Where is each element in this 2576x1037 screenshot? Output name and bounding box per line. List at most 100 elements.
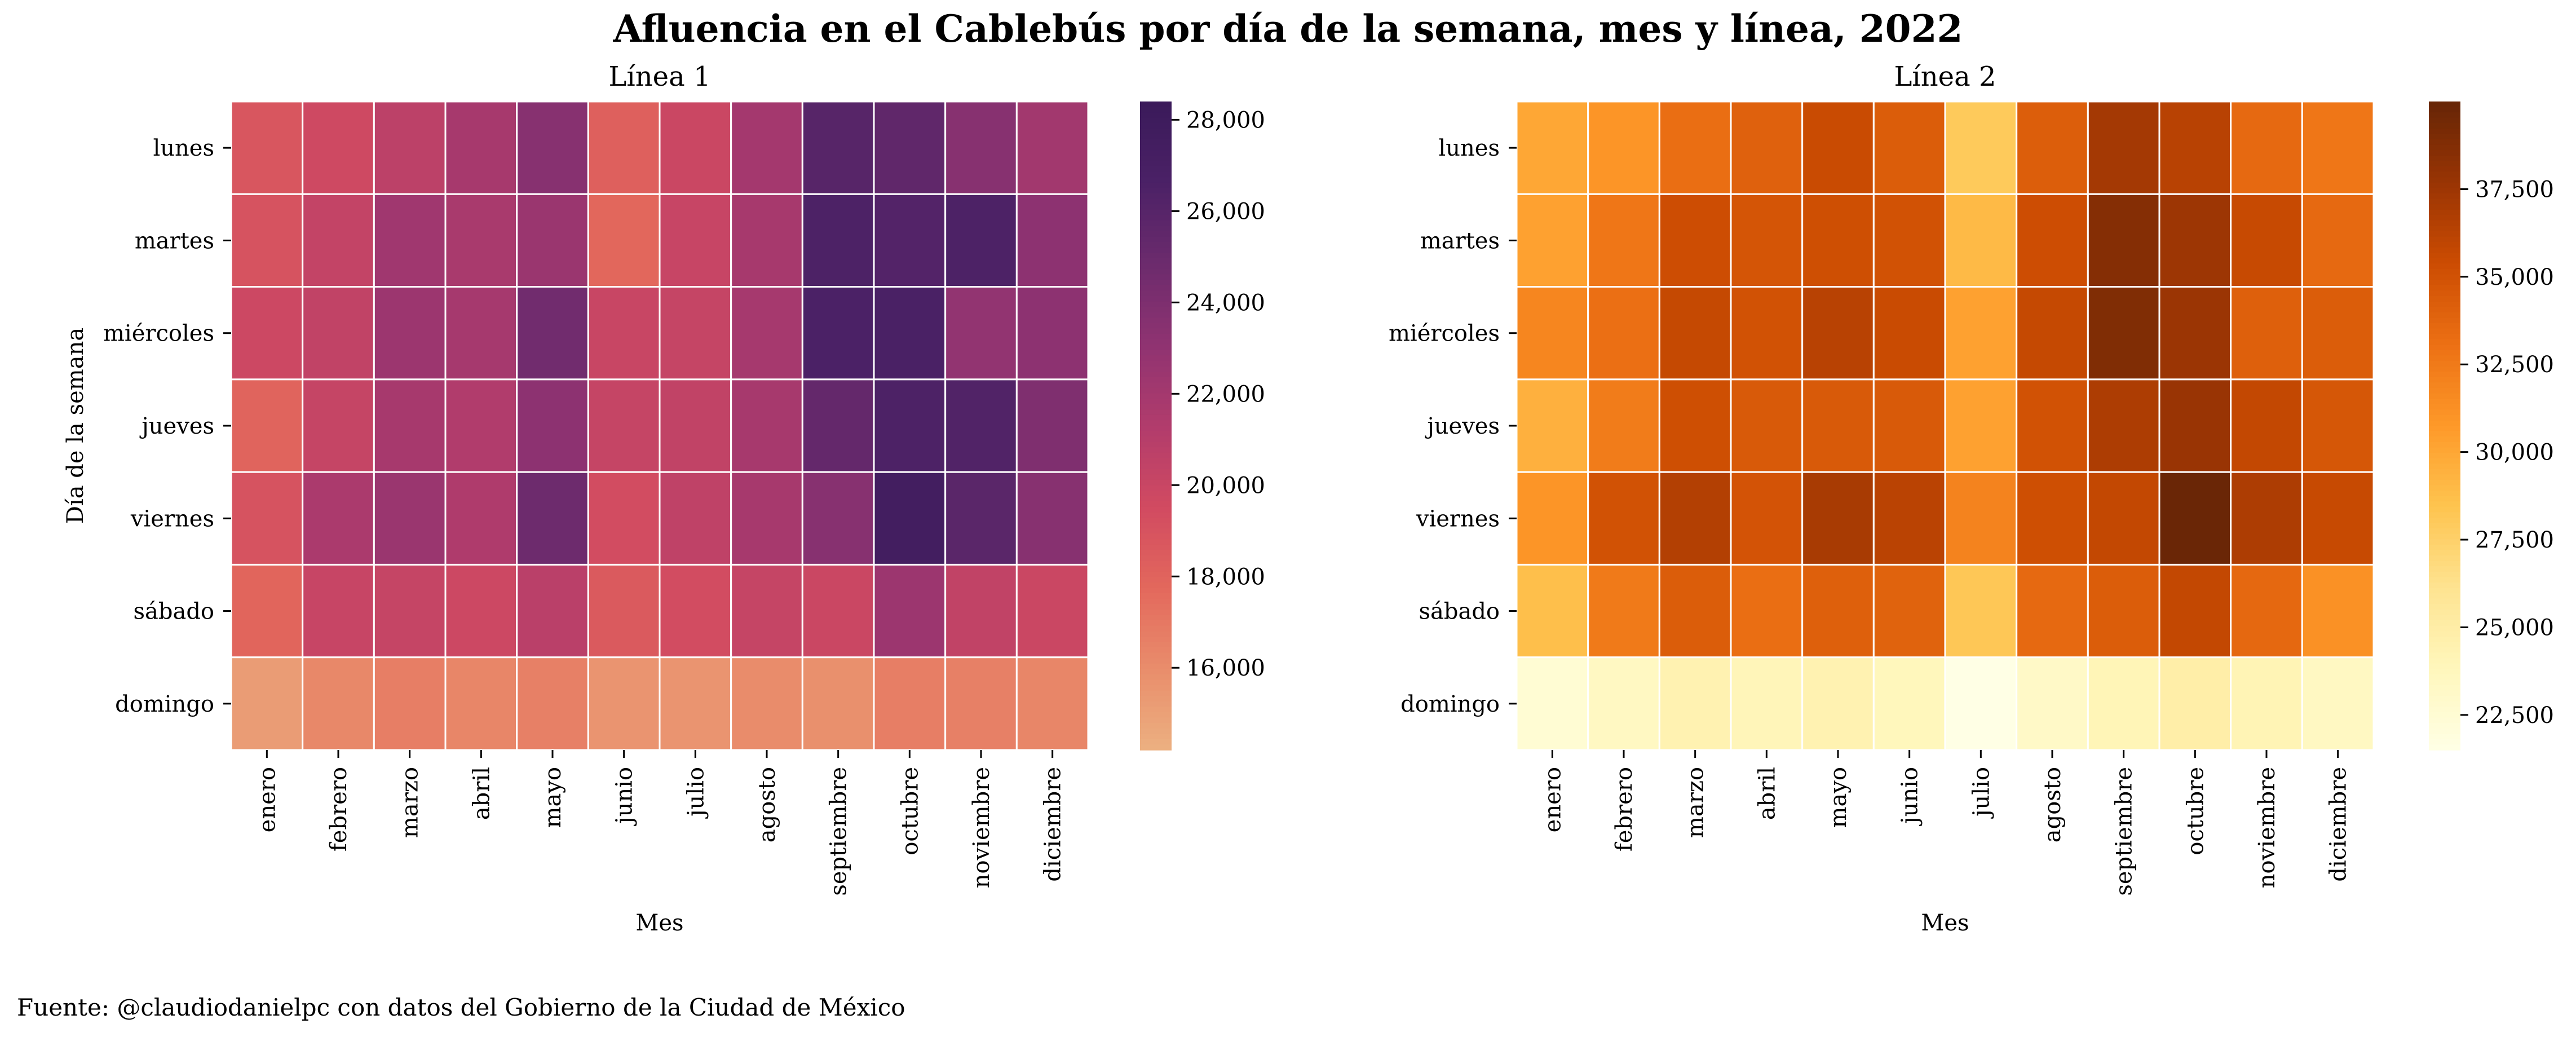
- linea1-cell-miércoles-agosto: [730, 286, 803, 381]
- linea1-colorbar-segment: [1140, 155, 1172, 162]
- linea1-cell-miércoles-noviembre: [944, 286, 1018, 381]
- linea1-cell-sábado-junio: [587, 563, 661, 659]
- linea1-colorbar-segment: [1140, 161, 1172, 167]
- linea1-cell-miércoles-abril: [444, 286, 518, 381]
- linea2-ytick-label-lunes: lunes: [1438, 135, 1500, 161]
- linea2-cell-domingo-mayo: [1801, 656, 1875, 751]
- linea1-cell-sábado-mayo: [516, 563, 589, 659]
- linea2-ytick-label-miércoles: miércoles: [1389, 321, 1500, 347]
- linea2-cell-sábado-abril: [1730, 563, 1804, 659]
- linea1-colorbar-segment: [1140, 642, 1172, 648]
- linea1-colorbar-tick-label: 18,000: [1186, 564, 1265, 590]
- linea1-colorbar-segment: [1140, 307, 1172, 313]
- linea1-cell-viernes-diciembre: [1015, 471, 1089, 566]
- linea1-colorbar-segment: [1140, 285, 1172, 292]
- linea1-colorbar-segment: [1140, 280, 1172, 286]
- linea2-cell-viernes-mayo: [1801, 471, 1875, 566]
- linea1-colorbar-segment: [1140, 652, 1172, 659]
- linea2-colorbar-segment: [2429, 734, 2460, 740]
- linea2-colorbar-segment: [2429, 350, 2460, 356]
- linea2-colorbar-segment: [2429, 609, 2460, 616]
- linea1-cell-domingo-marzo: [373, 656, 447, 751]
- linea1-colorbar-segment: [1140, 177, 1172, 183]
- linea1-cell-domingo-noviembre: [944, 656, 1018, 751]
- linea2-xtick-label-septiembre: septiembre: [2111, 767, 2137, 896]
- linea1-cell-lunes-septiembre: [801, 100, 875, 195]
- linea1-cell-sábado-septiembre: [801, 563, 875, 659]
- chart-main-title: Afluencia en el Cablebús por día de la s…: [613, 7, 1963, 51]
- linea2-cell-martes-agosto: [2016, 193, 2089, 288]
- linea2-colorbar-segment: [2429, 296, 2460, 302]
- linea1-colorbar-segment: [1140, 339, 1172, 346]
- linea2-colorbar-segment: [2429, 642, 2460, 648]
- linea1-colorbar-segment: [1140, 404, 1172, 411]
- linea2-ytick-label-viernes: viernes: [1416, 506, 1500, 532]
- linea2-cell-sábado-octubre: [2158, 563, 2232, 659]
- linea2-cell-domingo-febrero: [1587, 656, 1660, 751]
- linea2-ytick-label-domingo: domingo: [1400, 691, 1500, 717]
- linea1-colorbar-segment: [1140, 609, 1172, 616]
- linea1-colorbar-segment: [1140, 345, 1172, 351]
- linea1-cell-jueves-diciembre: [1015, 378, 1089, 473]
- linea1-colorbar-segment: [1140, 696, 1172, 702]
- linea2-cell-martes-junio: [1872, 193, 1946, 288]
- linea1-cell-jueves-mayo: [516, 378, 589, 473]
- linea1-cell-lunes-agosto: [730, 100, 803, 195]
- linea1-colorbar-segment: [1140, 350, 1172, 356]
- linea2-cell-sábado-agosto: [2016, 563, 2089, 659]
- linea2-xtick-label-agosto: agosto: [2040, 767, 2066, 842]
- linea2-cell-jueves-febrero: [1587, 378, 1660, 473]
- linea1-colorbar-segment: [1140, 734, 1172, 740]
- linea2-cell-lunes-abril: [1730, 100, 1804, 195]
- linea2-colorbar-segment: [2429, 744, 2460, 751]
- linea1-cell-sábado-julio: [659, 563, 732, 659]
- linea2-colorbar-segment: [2429, 539, 2460, 545]
- linea1-colorbar-segment: [1140, 615, 1172, 621]
- linea2-colorbar-segment: [2429, 550, 2460, 556]
- linea2-colorbar-segment: [2429, 696, 2460, 702]
- linea2-cell-miércoles-abril: [1730, 286, 1804, 381]
- linea1-cell-martes-octubre: [873, 193, 947, 288]
- linea2-cell-viernes-noviembre: [2230, 471, 2303, 566]
- linea1-cell-domingo-junio: [587, 656, 661, 751]
- linea1-cell-jueves-septiembre: [801, 378, 875, 473]
- linea1-cell-miércoles-febrero: [302, 286, 375, 381]
- linea2-colorbar-segment: [2429, 506, 2460, 513]
- linea2-colorbar-segment: [2429, 285, 2460, 292]
- linea2-cell-miércoles-septiembre: [2087, 286, 2160, 381]
- linea1-colorbar-segment: [1140, 566, 1172, 572]
- linea2-colorbar-segment: [2429, 334, 2460, 340]
- linea1-cell-viernes-abril: [444, 471, 518, 566]
- linea2-colorbar-tick-label: 25,000: [2475, 615, 2554, 641]
- linea2-colorbar-segment: [2429, 501, 2460, 508]
- linea1-xtick-label-agosto: agosto: [754, 767, 780, 842]
- linea1-colorbar-segment: [1140, 442, 1172, 448]
- linea2-colorbar-segment: [2429, 625, 2460, 632]
- linea1-colorbar-segment: [1140, 171, 1172, 178]
- linea1-colorbar-segment: [1140, 366, 1172, 372]
- linea2-colorbar-segment: [2429, 117, 2460, 124]
- linea1-colorbar-segment: [1140, 669, 1172, 675]
- linea1-colorbar-segment: [1140, 258, 1172, 264]
- linea2-colorbar-segment: [2429, 209, 2460, 216]
- linea2-xtick-label-febrero: febrero: [1611, 767, 1637, 851]
- linea1-cell-lunes-abril: [444, 100, 518, 195]
- linea2-colorbar-tick-label: 22,500: [2475, 703, 2554, 729]
- linea1-colorbar-segment: [1140, 399, 1172, 405]
- linea1-colorbar-tick-label: 26,000: [1186, 198, 1265, 224]
- linea2-cell-lunes-septiembre: [2087, 100, 2160, 195]
- linea2-cell-domingo-noviembre: [2230, 656, 2303, 751]
- linea2-colorbar-segment: [2429, 690, 2460, 696]
- linea2-colorbar-segment: [2429, 139, 2460, 145]
- linea2-x-axis-label: Mes: [1921, 910, 1969, 936]
- linea2-cell-miércoles-mayo: [1801, 286, 1875, 381]
- linea1-cell-miércoles-mayo: [516, 286, 589, 381]
- linea2-colorbar-segment: [2429, 220, 2460, 227]
- linea2-colorbar-segment: [2429, 247, 2460, 254]
- linea2-cell-domingo-octubre: [2158, 656, 2232, 751]
- linea2-colorbar-segment: [2429, 588, 2460, 594]
- linea2-cell-domingo-julio: [1944, 656, 2018, 751]
- linea2-cell-martes-septiembre: [2087, 193, 2160, 288]
- linea1-colorbar-segment: [1140, 107, 1172, 113]
- linea2-colorbar-segment: [2429, 582, 2460, 589]
